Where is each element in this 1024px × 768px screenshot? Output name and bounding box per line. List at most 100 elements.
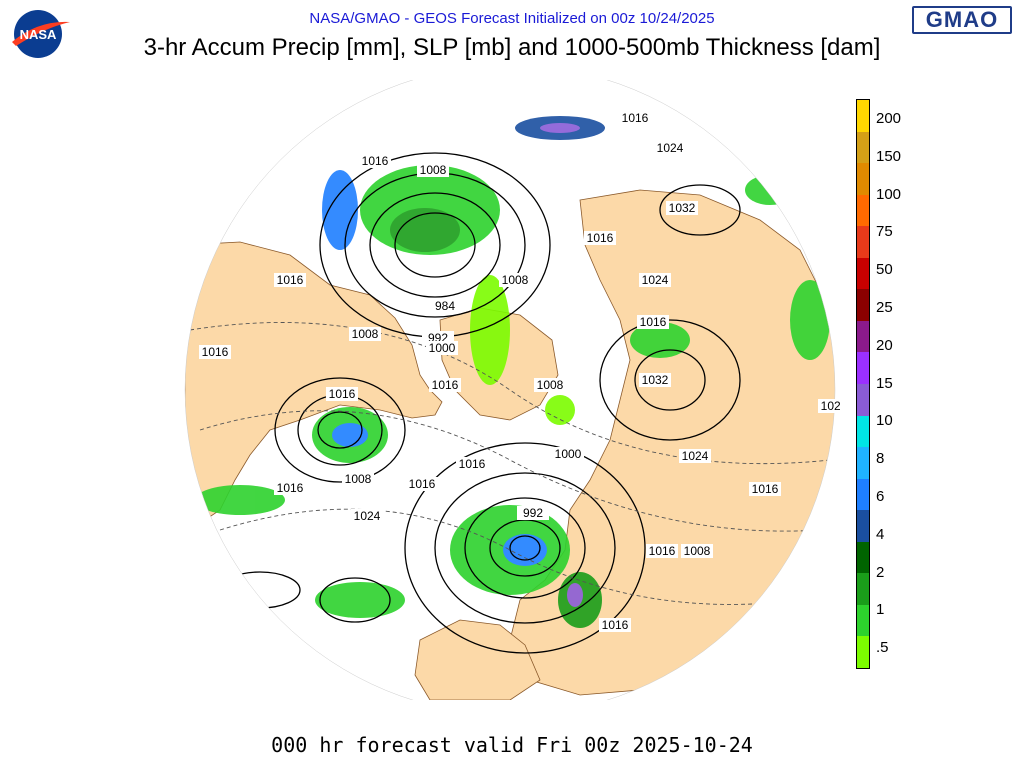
colorbar-segment [857, 163, 869, 196]
nasa-logo: NASA [12, 10, 70, 58]
pressure-label: 1008 [502, 273, 529, 287]
colorbar-label: 75 [876, 223, 893, 241]
pressure-labels: 1016 1024 1016 1008 1032 1016 1016 1008 1024 984 9… [199, 111, 840, 632]
colorbar-label: 200 [876, 110, 902, 127]
pressure-label: 1024 [657, 141, 684, 155]
pressure-label-bg [599, 618, 631, 632]
colorbar-label: 25 [876, 299, 893, 316]
colorbar-segment [857, 636, 869, 669]
pressure-label: 1000 [429, 341, 456, 355]
colorbar-label: 6 [876, 488, 885, 505]
pressure-label-bg [351, 509, 383, 523]
pressure-label-bg [654, 141, 686, 155]
pressure-label-bg [534, 378, 566, 392]
colorbar-segment [857, 447, 869, 480]
pressure-label-bg [818, 399, 840, 413]
colorbar-label: 100 [876, 185, 902, 203]
polar-map: 1016 1024 1016 1008 1032 1016 1016 1008 1024 984 9… [184, 80, 840, 700]
pressure-label: 1032 [669, 201, 696, 215]
pressure-label: 1008 [684, 544, 711, 558]
colorbar-label: 20 [876, 336, 893, 354]
valid-time-footer: 000 hr forecast valid Fri 00z 2025-10-24 [271, 733, 753, 757]
pressure-label-bg [679, 449, 711, 463]
pressure-label: 1024 [821, 399, 840, 413]
colorbar-segment [857, 131, 869, 164]
pressure-label: 1016 [640, 315, 667, 329]
thickness-contours [189, 322, 831, 605]
precip-field [195, 116, 830, 628]
colorbar-segment [857, 510, 869, 543]
pressure-label: 1024 [354, 509, 381, 523]
colorbar-segment [857, 541, 869, 574]
pressure-label-bg [349, 327, 381, 341]
pressure-label: 1016 [202, 345, 229, 359]
precip-colorbar [856, 99, 870, 669]
pressure-label-bg [326, 387, 358, 401]
pressure-label-bg [639, 273, 671, 287]
colorbar-label: 15 [876, 374, 893, 392]
colorbar-label: .5 [876, 639, 889, 657]
colorbar-segment [857, 289, 869, 322]
pressure-label-bg [499, 273, 531, 287]
colorbar-segment [857, 573, 869, 606]
isobars [219, 152, 741, 654]
colorbar-segment [857, 194, 869, 227]
pressure-label-bg [406, 477, 438, 491]
colorbar-label: 1 [876, 601, 885, 619]
colorbar-label: 8 [876, 450, 885, 468]
pressure-label: 1016 [649, 544, 676, 558]
pressure-label-bg [666, 201, 698, 215]
colorbar-label: 2 [876, 563, 885, 581]
pressure-label-bg [619, 111, 651, 125]
pressure-label: 1008 [345, 472, 372, 486]
colorbar-segment [857, 415, 869, 448]
pressure-label: 1008 [352, 327, 379, 341]
pressure-label-bg [342, 472, 374, 486]
pressure-label-bg [749, 482, 781, 496]
pressure-label: 1000 [555, 447, 582, 461]
colorbar-label: 10 [876, 412, 893, 430]
pressure-label-bg [456, 457, 488, 471]
pressure-label: 1032 [642, 373, 669, 387]
pressure-label-bg [517, 506, 549, 520]
pressure-label: 1024 [642, 273, 669, 287]
pressure-label-bg [274, 273, 306, 287]
pressure-label: 1016 [409, 477, 436, 491]
colorbar-segment [857, 257, 869, 290]
pressure-label-bg [429, 299, 461, 313]
forecast-subtitle: NASA/GMAO - GEOS Forecast Initialized on… [309, 10, 715, 27]
colorbar-segment [857, 384, 869, 416]
pressure-label: 1016 [622, 111, 649, 125]
pressure-label: 1016 [459, 457, 486, 471]
colorbar-label: 50 [876, 261, 893, 279]
pressure-label: 992 [523, 506, 543, 520]
pressure-label: 1016 [587, 231, 614, 245]
pressure-label: 1016 [602, 618, 629, 632]
colorbar-segment [857, 226, 869, 259]
pressure-label: 1016 [432, 378, 459, 392]
colorbar-segment [857, 604, 869, 637]
pressure-label: 1008 [537, 378, 564, 392]
gmao-logo: GMAO [912, 6, 1012, 34]
colorbar-segment [857, 478, 869, 511]
nasa-logo-text: NASA [20, 27, 57, 42]
pressure-label: 1016 [277, 481, 304, 495]
land-eurasia [509, 189, 835, 696]
pressure-label-bg [552, 447, 584, 461]
pressure-label-bg [359, 154, 391, 168]
colorbar-label: 4 [876, 525, 885, 543]
pressure-label-bg [646, 544, 678, 558]
pressure-label: 1008 [420, 163, 447, 177]
pressure-label: 1016 [752, 482, 779, 496]
pressure-label: 1016 [277, 273, 304, 287]
pressure-label: 1016 [362, 154, 389, 168]
pressure-label-bg [637, 315, 669, 329]
pressure-label-bg [274, 481, 306, 495]
colorbar-segment [857, 320, 869, 353]
pressure-label-bg [199, 345, 231, 359]
pressure-label-bg [584, 231, 616, 245]
map-title: 3-hr Accum Precip [mm], SLP [mb] and 100… [143, 34, 881, 61]
colorbar-label: 150 [876, 147, 902, 165]
pressure-label-bg [426, 341, 458, 355]
pressure-label-bg [417, 163, 449, 177]
